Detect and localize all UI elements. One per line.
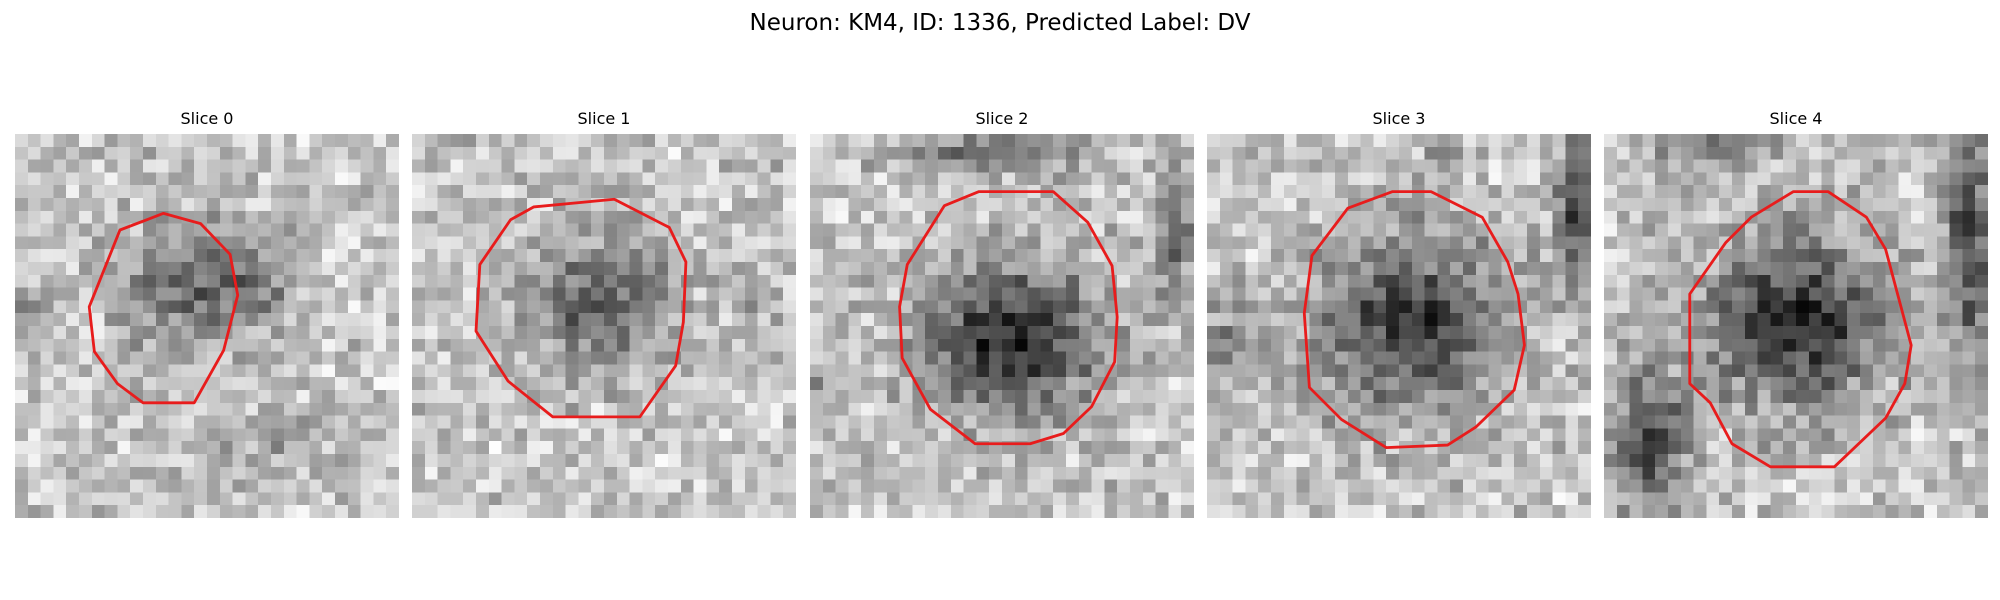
slice-panel-1: Slice 1 [412,108,796,518]
slice-title: Slice 0 [180,109,234,128]
slice-image [15,134,399,518]
slice-image [412,134,796,518]
slice-panel-3: Slice 3 [1207,108,1591,518]
slice-panel-4: Slice 4 [1604,108,1988,518]
slice-image [810,134,1194,518]
slice-panel-2: Slice 2 [810,108,1194,518]
slice-title: Slice 1 [577,109,631,128]
slice-panel-0: Slice 0 [15,108,399,518]
figure-title: Neuron: KM4, ID: 1336, Predicted Label: … [749,10,1251,36]
slice-title: Slice 2 [975,109,1029,128]
slice-title: Slice 4 [1769,109,1823,128]
slice-image [1207,134,1591,518]
slice-title: Slice 3 [1372,109,1426,128]
slice-image [1604,134,1988,518]
